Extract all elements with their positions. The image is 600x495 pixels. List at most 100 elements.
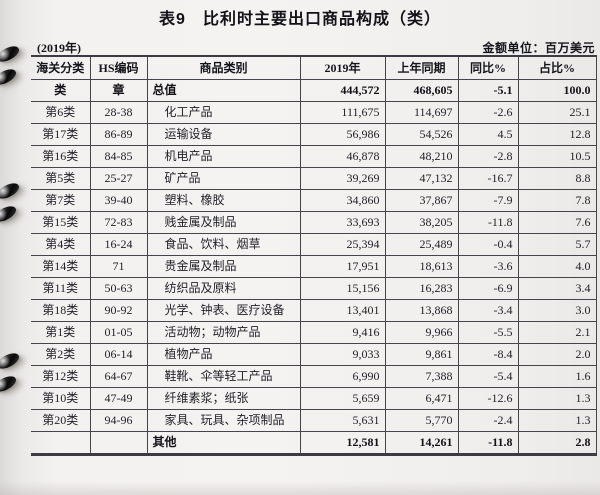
table-row: 第5类 25-27 矿产品 39,269 47,132 -16.7 8.8 [31,167,597,190]
cell-v2019: 9,416 [299,321,386,344]
cell-cls [31,431,91,456]
cell-share: 1.3 [517,409,597,432]
cell-yoy: -2.6 [457,101,519,124]
spiral-binding-ring-icon [0,66,19,88]
cell-prev: 54,526 [384,123,459,146]
cell-prev: 5,770 [384,409,459,432]
cell-hs: 64-67 [89,365,148,388]
cell-prev: 18,613 [384,255,459,278]
cell-share: 1.3 [517,387,597,410]
cell-prev: 114,697 [384,101,459,124]
cell-v2019: 111,675 [299,101,386,124]
cell-share: 10.5 [517,145,597,168]
cell-share: 5.7 [517,233,597,256]
col-header-customs-class: 海关分类 [31,55,91,80]
cell-cls: 类 [31,79,91,102]
cell-prev: 9,861 [384,343,459,366]
cell-share: 2.8 [517,431,597,456]
cell-yoy: -0.4 [457,233,519,256]
spiral-binding-ring-icon [0,180,22,202]
table-row: 第11类 50-63 纺织品及原料 15,156 16,283 -6.9 3.4 [31,277,597,300]
cell-v2019: 34,860 [299,189,386,212]
cell-name: 家具、玩具、杂项制品 [146,409,301,432]
table-header-row: 海关分类 HS编码 商品类别 2019年 上年同期 同比% 占比% [31,55,597,80]
cell-prev: 468,605 [384,79,459,102]
table-row: 第1类 01-05 活动物；动物产品 9,416 9,966 -5.5 2.1 [31,321,597,344]
cell-yoy: -5.4 [457,365,519,388]
cell-prev: 38,205 [384,211,459,234]
cell-share: 3.0 [517,299,597,322]
cell-prev: 14,261 [384,431,459,456]
unit-note: 金额单位：百万美元 [482,41,595,55]
cell-name: 纤维素浆；纸张 [146,387,301,410]
cell-name: 鞋靴、伞等轻工产品 [146,365,301,388]
cell-name: 光学、钟表、医疗设备 [146,299,301,322]
cell-prev: 16,283 [384,277,459,300]
cell-prev: 9,966 [384,321,459,344]
cell-cls: 第2类 [31,343,91,366]
cell-cls: 第12类 [31,365,91,388]
cell-name: 矿产品 [146,167,301,190]
table-row: 第10类 47-49 纤维素浆；纸张 5,659 6,471 -12.6 1.3 [31,387,597,410]
cell-name: 其他 [146,431,301,456]
spiral-binding-ring-icon [0,350,22,372]
table-row: 类章总值 444,572 468,605 -5.1 100.0 [31,79,597,102]
cell-share: 3.4 [517,277,597,300]
table-row: 第6类 28-38 化工产品 111,675 114,697 -2.6 25.1 [31,101,597,124]
cell-hs: 84-85 [89,145,148,168]
cell-prev: 25,489 [384,233,459,256]
cell-v2019: 5,631 [299,409,386,432]
cell-cls: 第1类 [31,321,91,344]
table-row: 第12类 64-67 鞋靴、伞等轻工产品 6,990 7,388 -5.4 1.6 [31,365,597,388]
cell-prev: 7,388 [384,365,459,388]
cell-name: 运输设备 [146,123,301,146]
table-row: 第20类 94-96 家具、玩具、杂项制品 5,631 5,770 -2.4 1.3 [31,409,597,432]
cell-v2019: 12,581 [299,431,386,456]
cell-hs: 16-24 [89,233,148,256]
cell-cls: 第7类 [31,189,91,212]
cell-hs: 72-83 [89,211,148,234]
cell-prev: 13,868 [384,299,459,322]
cell-hs: 章 [89,79,148,102]
cell-v2019: 17,951 [299,255,386,278]
cell-yoy: -3.4 [457,299,519,322]
cell-share: 2.0 [517,343,597,366]
cell-name: 机电产品 [146,145,301,168]
table-row: 第17类 86-89 运输设备 56,986 54,526 4.5 12.8 [31,123,597,146]
cell-name: 化工产品 [146,101,301,124]
cell-cls: 第11类 [31,277,91,300]
cell-share: 8.8 [517,167,597,190]
cell-name: 纺织品及原料 [146,277,301,300]
cell-share: 7.8 [517,189,597,212]
table-row: 第4类 16-24 食品、饮料、烟草 25,394 25,489 -0.4 5.7 [31,233,597,256]
page-title: 表9 比利时主要出口商品构成（类） [159,11,441,28]
cell-share: 100.0 [517,79,597,102]
cell-prev: 6,471 [384,387,459,410]
table-row: 第14类 71 贵金属及制品 17,951 18,613 -3.6 4.0 [31,255,597,278]
cell-share: 4.0 [517,255,597,278]
col-header-commodity: 商品类别 [146,55,301,80]
cell-yoy: -11.8 [457,211,519,234]
cell-name: 植物产品 [146,343,301,366]
col-header-yoy: 同比% [457,55,519,80]
cell-cls: 第16类 [31,145,91,168]
cell-cls: 第6类 [31,101,91,124]
cell-hs: 90-92 [89,299,148,322]
cell-hs: 94-96 [89,409,148,432]
spiral-binding-ring-icon [0,373,19,395]
cell-yoy: -11.8 [457,431,519,456]
cell-yoy: 4.5 [457,123,519,146]
cell-v2019: 9,033 [299,343,386,366]
cell-hs: 39-40 [89,189,148,212]
cell-name: 贱金属及制品 [146,211,301,234]
cell-hs: 01-05 [89,321,148,344]
cell-share: 12.8 [517,123,597,146]
cell-name: 活动物；动物产品 [146,321,301,344]
cell-v2019: 25,394 [299,233,386,256]
cell-yoy: -16.7 [457,167,519,190]
cell-yoy: -3.6 [457,255,519,278]
cell-prev: 37,867 [384,189,459,212]
cell-cls: 第4类 [31,233,91,256]
cell-hs: 28-38 [89,101,148,124]
